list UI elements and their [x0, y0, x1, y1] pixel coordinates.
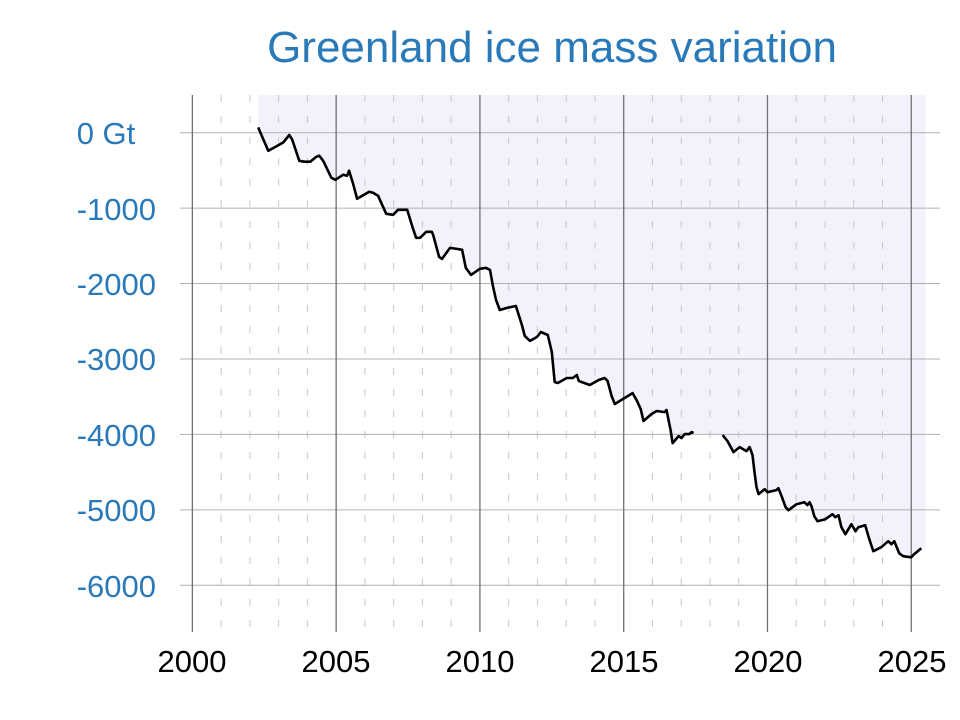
- shaded-area: [258, 95, 926, 558]
- y-tick-label: -3000: [77, 342, 156, 377]
- mass-series-line: [257, 126, 695, 445]
- x-tick-label: 2020: [734, 644, 803, 679]
- y-tick-label: -5000: [77, 493, 156, 528]
- y-tick-label: -1000: [77, 192, 156, 227]
- y-tick-label: -4000: [77, 418, 156, 453]
- x-tick-label: 2005: [302, 644, 371, 679]
- x-tick-label: 2025: [878, 644, 947, 679]
- y-tick-label: -6000: [77, 569, 156, 604]
- y-tick-label: -2000: [77, 267, 156, 302]
- x-tick-label: 2000: [158, 644, 227, 679]
- x-tick-label: 2015: [590, 644, 659, 679]
- y-tick-label: 0 Gt: [77, 116, 136, 151]
- chart-title: Greenland ice mass variation: [267, 23, 837, 72]
- mass-series-line: [721, 434, 923, 559]
- x-tick-label: 2010: [446, 644, 515, 679]
